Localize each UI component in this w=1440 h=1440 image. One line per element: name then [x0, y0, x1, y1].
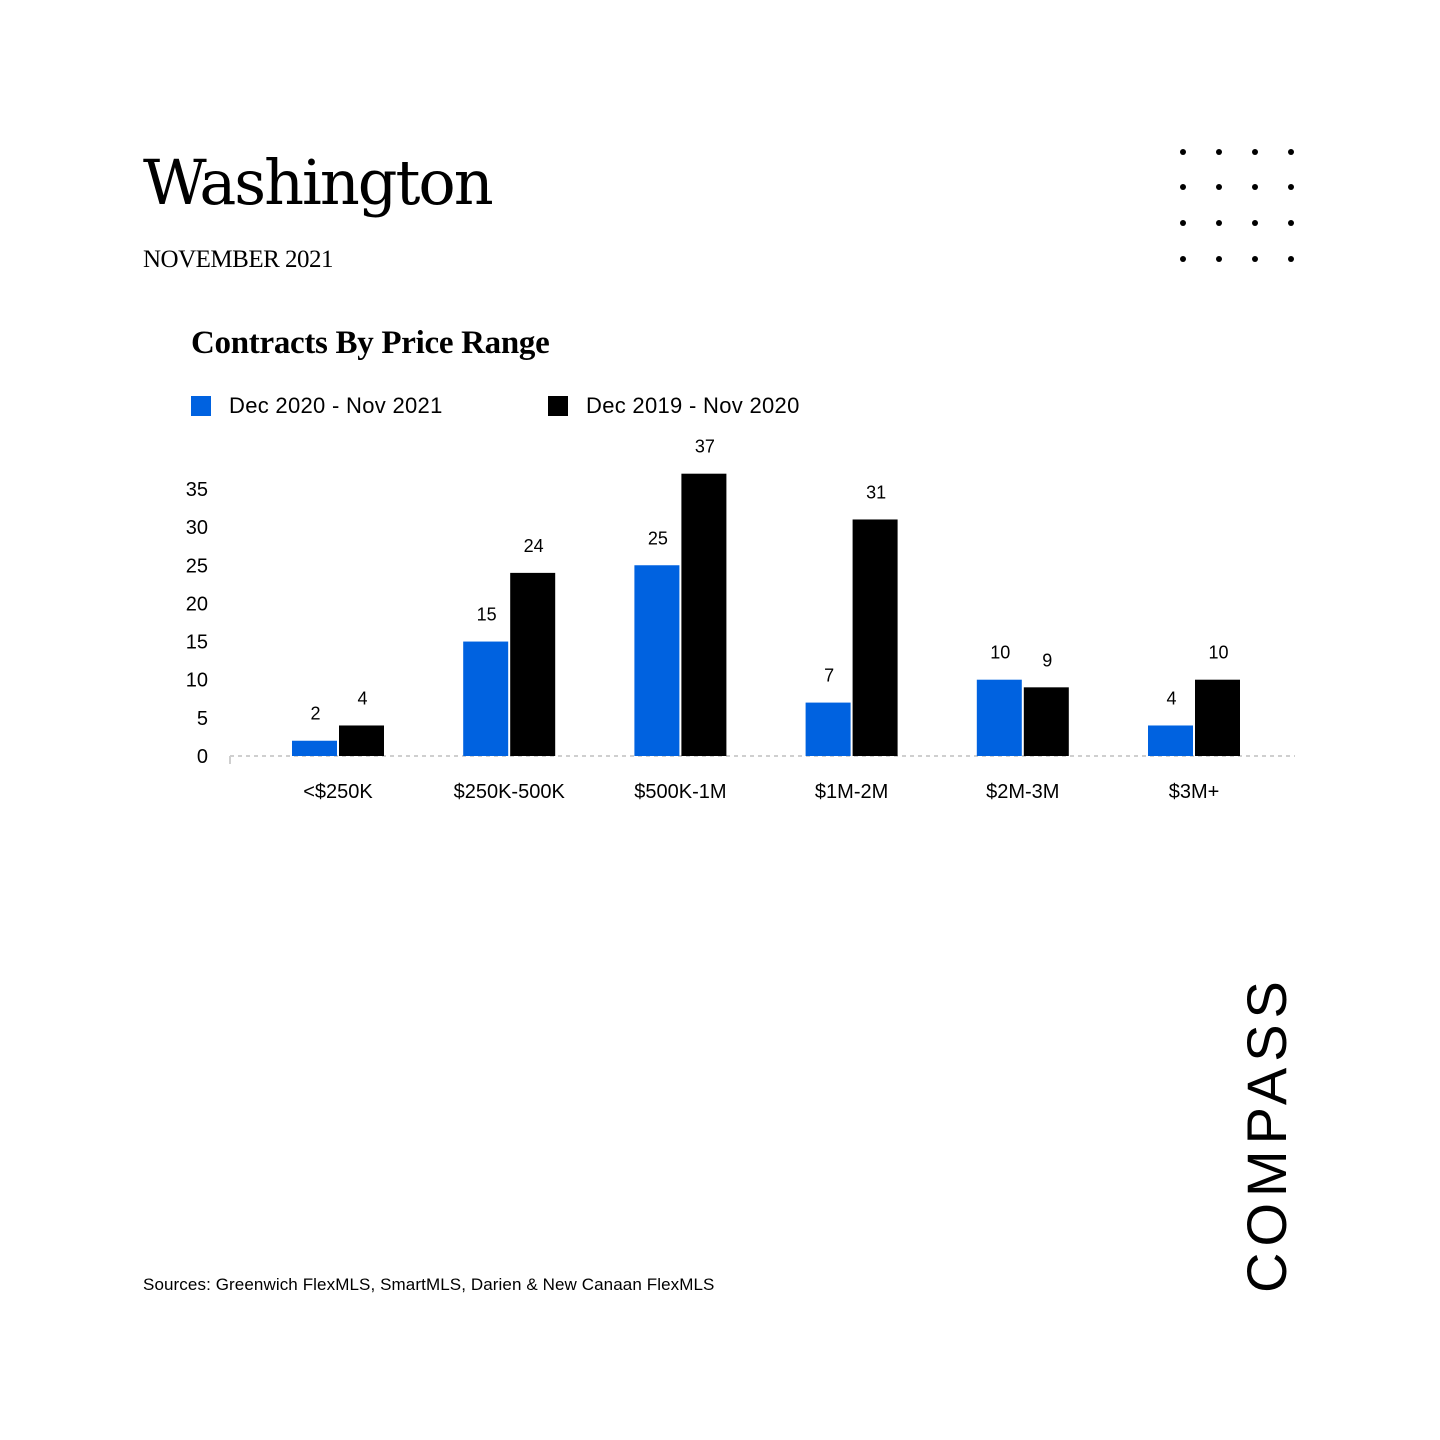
bar-series-1	[292, 740, 337, 756]
bar-value-label: 7	[824, 666, 834, 686]
bar-value-label: 10	[1208, 643, 1228, 663]
bar-series-1	[463, 641, 509, 756]
x-tick-label: $3M+	[1169, 781, 1220, 803]
y-tick-label: 20	[186, 593, 208, 615]
bar-value-label: 25	[648, 528, 668, 548]
x-tick-label: $2M-3M	[986, 781, 1059, 803]
bar-series-2	[1195, 679, 1240, 756]
y-tick-label: 35	[186, 479, 208, 501]
bar-value-label: 15	[477, 605, 497, 625]
bar-series-2	[339, 725, 384, 756]
bar-value-label: 9	[1042, 650, 1052, 670]
bar-series-2	[852, 519, 898, 756]
bar-value-label: 2	[310, 704, 320, 724]
bar-value-label: 10	[990, 643, 1010, 663]
legend-item-series-1: Dec 2020 - Nov 2021	[191, 392, 443, 420]
legend-label-series-2: Dec 2019 - Nov 2020	[586, 393, 800, 418]
x-tick-label: $500K-1M	[634, 781, 726, 803]
dot-grid-decoration	[1180, 149, 1294, 262]
x-tick-label: $250K-500K	[454, 781, 566, 803]
svg-text:COMPASS: COMPASS	[1235, 975, 1298, 1293]
legend-swatch-series-1	[191, 396, 211, 416]
page-title: Washington	[143, 146, 494, 219]
bar-series-2	[510, 572, 556, 756]
x-tick-label: <$250K	[303, 781, 373, 803]
y-tick-label: 0	[197, 746, 208, 768]
bar-value-label: 4	[1166, 688, 1176, 708]
y-tick-label: 25	[186, 555, 208, 577]
bar-series-1	[976, 679, 1022, 756]
y-tick-label: 30	[186, 517, 208, 539]
source-note: Sources: Greenwich FlexMLS, SmartMLS, Da…	[143, 1275, 715, 1294]
bar-series-2	[1023, 687, 1069, 756]
bar-series-1	[634, 565, 680, 756]
x-tick-label: $1M-2M	[815, 781, 888, 803]
bar-value-label: 24	[524, 536, 544, 556]
page-subtitle: NOVEMBER 2021	[143, 246, 334, 273]
bar-value-label: 37	[695, 437, 715, 457]
legend-swatch-series-2	[548, 396, 568, 416]
y-tick-label: 10	[186, 670, 208, 692]
bar-value-label: 31	[866, 482, 886, 502]
y-tick-label: 5	[197, 708, 208, 730]
legend-label-series-1: Dec 2020 - Nov 2021	[229, 393, 443, 418]
bar-series-2	[681, 473, 727, 756]
bar-value-label: 4	[357, 688, 367, 708]
bar-series-1	[805, 702, 851, 756]
compass-logo: COMPASS	[1235, 975, 1298, 1293]
chart-title: Contracts By Price Range	[191, 325, 550, 361]
legend-item-series-2: Dec 2019 - Nov 2020	[548, 392, 800, 420]
bar-series-1	[1148, 725, 1193, 756]
y-tick-label: 15	[186, 632, 208, 654]
